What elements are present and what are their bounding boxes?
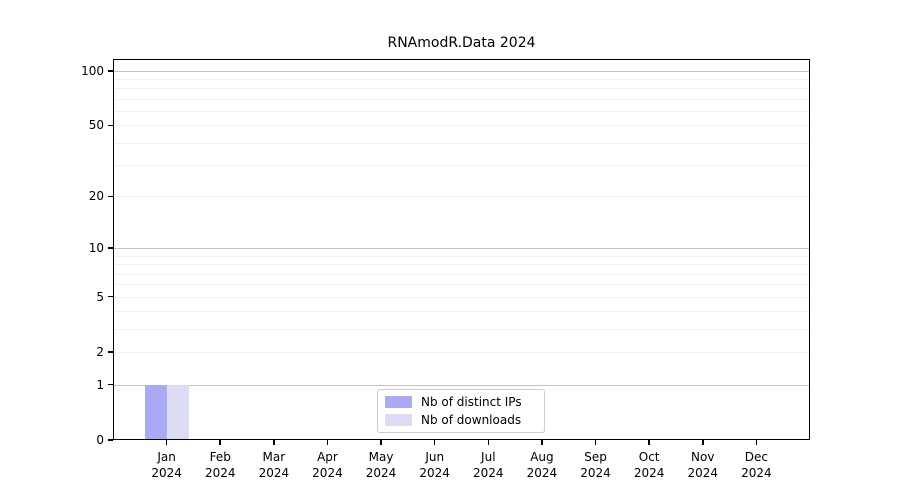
x-axis-tick-label: Jun 2024 [419,450,450,480]
x-axis-tick-label: Apr 2024 [312,450,343,480]
gridline-minor [113,284,810,286]
x-axis-tick-label: Sep 2024 [580,450,611,480]
plot-frame [113,59,810,440]
chart-title: RNAmodR.Data 2024 [387,35,536,51]
gridline-minor [113,142,810,144]
gridline-major [113,384,810,386]
y-axis-tick [108,70,113,72]
y-axis-tick [108,351,113,353]
y-axis-tick [108,247,113,249]
x-axis-tick [487,440,490,445]
legend-entry-downloads: Nb of downloads [385,413,537,427]
gridline-minor [113,352,810,354]
legend-entry-distinct-ips: Nb of distinct IPs [385,395,537,409]
x-axis-tick [165,440,168,445]
y-axis-tick-label: 2 [96,345,104,360]
gridline-major [113,70,810,72]
x-axis-tick-label: Dec 2024 [741,450,772,480]
gridline-minor [113,196,810,198]
y-axis-tick-label: 0 [96,433,104,447]
y-axis-tick [108,383,113,386]
x-axis-tick [380,440,382,445]
gridline-minor [113,125,810,127]
legend: Nb of distinct IPs Nb of downloads [377,389,545,433]
x-axis-tick [541,440,543,445]
x-axis-tick-label: Nov 2024 [687,450,719,480]
gridline-minor [113,111,810,113]
x-axis-tick [755,440,758,445]
legend-swatch-downloads [385,413,412,426]
x-axis-tick [326,440,329,445]
y-axis-tick-label: 50 [88,118,104,133]
x-axis-tick-label: Jul 2024 [473,450,504,480]
bar-distinct-ips [144,384,167,440]
y-axis-tick [108,124,113,127]
x-axis-tick-label: Oct 2024 [633,450,665,480]
bar-downloads [166,384,189,440]
gridline-minor [113,88,810,90]
y-axis-tick-label: 20 [88,189,104,204]
x-axis-tick [594,440,597,445]
gridline-minor [113,264,810,266]
y-axis-tick-label: 5 [96,289,104,304]
x-axis-tick [648,440,650,445]
gridline-minor [113,273,810,275]
y-axis-tick-label: 100 [81,63,104,78]
x-axis-tick [219,440,221,445]
x-axis-tick [702,440,704,445]
legend-label-downloads: Nb of downloads [421,412,522,427]
gridline-minor [113,329,810,331]
x-axis-tick [433,440,436,445]
y-axis-tick [108,195,113,198]
gridline-minor [113,255,810,257]
gridline-minor [113,311,810,313]
y-axis-tick [108,295,113,298]
x-axis-tick-label: Aug 2024 [526,450,558,480]
x-axis-tick-label: May 2024 [365,450,397,480]
y-axis-tick [108,439,113,441]
legend-swatch-distinct-ips [385,396,412,409]
x-axis-tick-label: Feb 2024 [204,450,236,480]
gridline-minor [113,165,810,167]
y-axis-tick-label: 1 [96,377,104,392]
gridline-minor [113,98,810,100]
gridline-minor [113,296,810,298]
gridline-minor [113,79,810,81]
x-axis-tick-label: Jan 2024 [151,450,182,480]
legend-label-distinct-ips: Nb of distinct IPs [421,395,522,410]
x-axis-tick [273,440,275,445]
x-axis-tick-label: Mar 2024 [258,450,290,480]
plot-area: Nb of distinct IPs Nb of downloads [113,59,810,440]
y-axis-tick-label: 10 [88,241,104,256]
gridline-major [113,248,810,250]
